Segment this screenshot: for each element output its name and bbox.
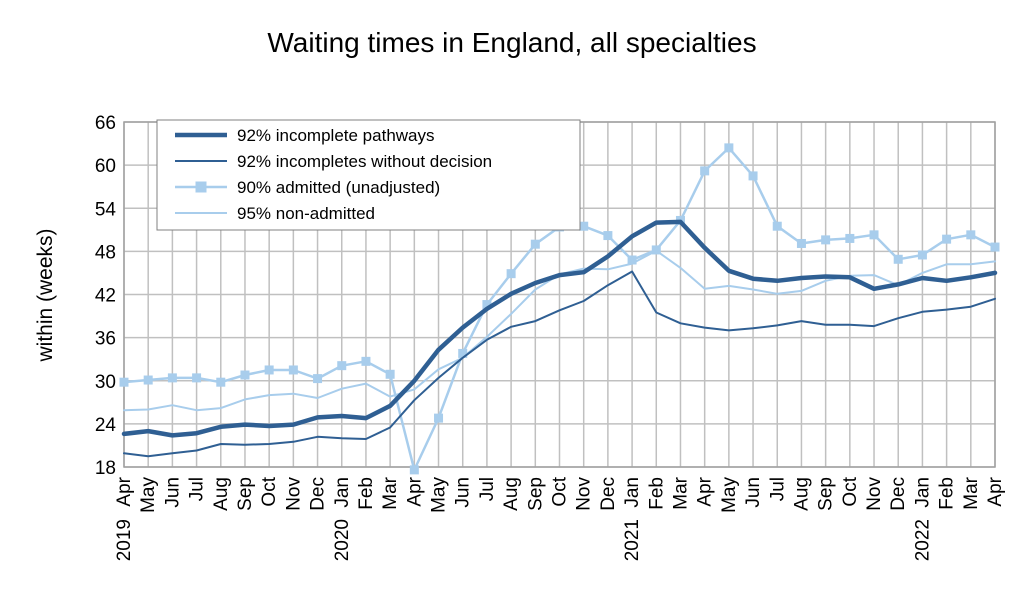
x-tick-label: Nov xyxy=(574,477,595,511)
x-tick-label: May xyxy=(429,477,450,513)
data-point xyxy=(289,365,298,374)
data-point xyxy=(144,376,153,385)
x-tick-label: Feb xyxy=(356,477,377,510)
data-point xyxy=(991,243,1000,252)
y-tick-label: 54 xyxy=(95,199,117,220)
y-tick-label: 42 xyxy=(95,286,116,307)
data-point xyxy=(821,235,830,244)
x-axis: Apr May Jun Jul Aug Sep Oct Nov Dec Jan Feb Mar Apr M… xyxy=(114,476,1006,561)
data-point xyxy=(603,231,612,240)
data-point xyxy=(168,373,177,382)
data-point xyxy=(434,414,443,423)
x-tick-label: Jun xyxy=(162,477,183,508)
y-tick-label: 60 xyxy=(95,156,116,177)
data-point xyxy=(531,240,540,249)
data-point xyxy=(361,357,370,366)
data-point xyxy=(797,239,806,248)
x-tick-label: Mar xyxy=(380,476,401,509)
x-tick-label: Feb xyxy=(937,477,958,510)
x-tick-label: Jan xyxy=(912,477,933,508)
data-point xyxy=(966,230,975,239)
data-point xyxy=(579,222,588,231)
data-point xyxy=(265,365,274,374)
x-tick-label: Jul xyxy=(767,477,788,501)
x-tick-label: Dec xyxy=(888,477,909,511)
data-point xyxy=(507,269,516,278)
y-tick-label: 66 xyxy=(95,113,116,134)
x-tick-label: Jul xyxy=(187,477,208,501)
data-point xyxy=(313,374,322,383)
data-point xyxy=(845,234,854,243)
x-tick-label: Jul xyxy=(477,477,498,501)
x-tick-label: Aug xyxy=(211,477,232,511)
data-point xyxy=(652,245,661,254)
x-tick-label: Oct xyxy=(550,476,571,506)
data-point xyxy=(700,166,709,175)
x-tick-label: Mar xyxy=(670,476,691,509)
x-tick-label: Jan xyxy=(622,477,643,508)
x-tick-label: Aug xyxy=(791,477,812,511)
y-tick-label: 24 xyxy=(95,415,117,436)
legend-label: 92% incompletes without decision xyxy=(237,152,492,171)
x-tick-label: Oct xyxy=(259,476,280,506)
legend-label: 90% admitted (unadjusted) xyxy=(237,178,440,197)
x-tick-label: Oct xyxy=(840,476,861,506)
data-point xyxy=(724,143,733,152)
data-point xyxy=(337,361,346,370)
x-tick-label: Apr xyxy=(985,476,1006,506)
y-axis-title: within (weeks) xyxy=(34,228,57,362)
x-year-label: 2022 xyxy=(912,519,933,561)
line-chart: Waiting times in England, all specialtie… xyxy=(0,0,1024,597)
x-tick-label: Jun xyxy=(453,477,474,508)
x-tick-label: Dec xyxy=(598,477,619,511)
x-tick-label: Feb xyxy=(646,477,667,510)
y-tick-label: 30 xyxy=(95,372,116,393)
x-tick-label: Jun xyxy=(743,477,764,508)
data-point xyxy=(120,378,129,387)
x-tick-label: Sep xyxy=(525,477,546,511)
data-point xyxy=(942,235,951,244)
x-year-label: 2020 xyxy=(332,519,353,561)
x-tick-label: Sep xyxy=(235,477,256,511)
x-tick-label: Aug xyxy=(501,477,522,511)
x-tick-label: Mar xyxy=(961,476,982,509)
legend-marker xyxy=(196,182,207,193)
x-tick-label: Jan xyxy=(332,477,353,508)
x-tick-label: Nov xyxy=(864,477,885,511)
x-tick-label: Apr xyxy=(695,476,716,506)
data-point xyxy=(918,250,927,259)
data-point xyxy=(386,370,395,379)
x-tick-label: May xyxy=(138,477,159,513)
y-tick-label: 36 xyxy=(95,329,116,350)
data-point xyxy=(216,378,225,387)
y-axis: 18 24 30 36 42 48 54 60 66 xyxy=(95,113,117,479)
data-point xyxy=(240,371,249,380)
data-point xyxy=(628,256,637,265)
legend: 92% incomplete pathways 92% incompletes w… xyxy=(157,120,580,230)
legend-label: 92% incomplete pathways xyxy=(237,126,435,145)
legend-label: 95% non-admitted xyxy=(237,204,375,223)
x-year-label: 2019 xyxy=(114,519,135,561)
x-tick-label: May xyxy=(719,477,740,513)
x-tick-label: Apr xyxy=(404,476,425,506)
y-tick-label: 48 xyxy=(95,242,116,263)
data-point xyxy=(773,222,782,231)
chart-container: Waiting times in England, all specialtie… xyxy=(0,0,1024,597)
data-point xyxy=(749,171,758,180)
data-point xyxy=(410,465,419,474)
y-tick-label: 18 xyxy=(95,458,116,479)
data-point xyxy=(870,230,879,239)
x-tick-label: Sep xyxy=(816,477,837,511)
x-tick-label: Dec xyxy=(308,477,329,511)
chart-title: Waiting times in England, all specialtie… xyxy=(267,27,756,58)
x-tick-label: Apr xyxy=(114,476,135,506)
data-point xyxy=(894,255,903,264)
data-point xyxy=(192,373,201,382)
x-year-label: 2021 xyxy=(622,519,643,561)
x-tick-label: Nov xyxy=(283,477,304,511)
